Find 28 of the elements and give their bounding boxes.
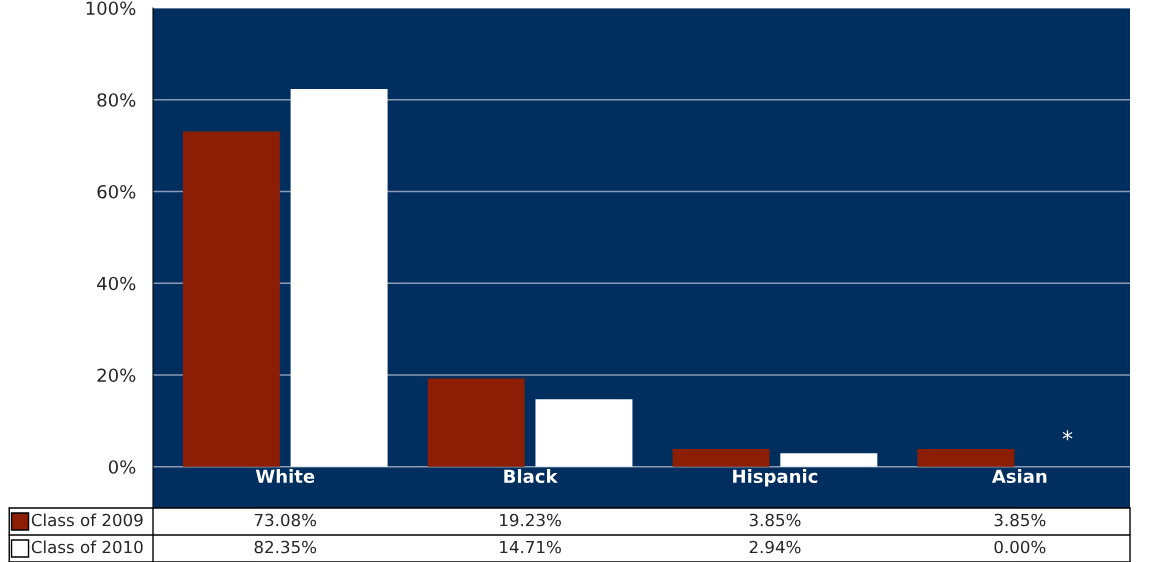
bar xyxy=(535,399,633,467)
y-tick-label: 60% xyxy=(97,184,136,199)
data-label: 73.08% xyxy=(254,513,317,527)
y-tick-label: 80% xyxy=(97,93,136,107)
bar xyxy=(290,88,388,467)
data-label: 3.85% xyxy=(749,513,801,527)
annotation: * xyxy=(1062,430,1073,441)
data-label: 14.71% xyxy=(500,540,561,554)
x-tick-label: Black xyxy=(504,469,558,484)
bar xyxy=(672,449,770,467)
legend-label: Class of 2009 xyxy=(31,513,143,527)
data-label: 19.23% xyxy=(500,513,561,527)
x-tick-label: Asian xyxy=(991,469,1047,484)
y-tick-label: 100% xyxy=(86,1,136,16)
data-label: 3.85% xyxy=(994,513,1046,527)
bar xyxy=(427,378,525,467)
bar xyxy=(780,453,878,467)
data-label: 82.35% xyxy=(254,540,317,554)
data-label: 2.94% xyxy=(749,540,801,554)
legend-label: Class of 2010 xyxy=(31,540,143,554)
x-tick-label: Hispanic xyxy=(733,469,818,487)
y-tick-label: 0% xyxy=(108,460,136,474)
bar xyxy=(182,131,280,467)
bar xyxy=(917,449,1015,467)
data-label: 0.00% xyxy=(994,540,1046,554)
y-tick-label: 20% xyxy=(97,368,136,383)
x-tick-label: White xyxy=(255,469,315,484)
y-tick-label: 40% xyxy=(97,276,136,291)
